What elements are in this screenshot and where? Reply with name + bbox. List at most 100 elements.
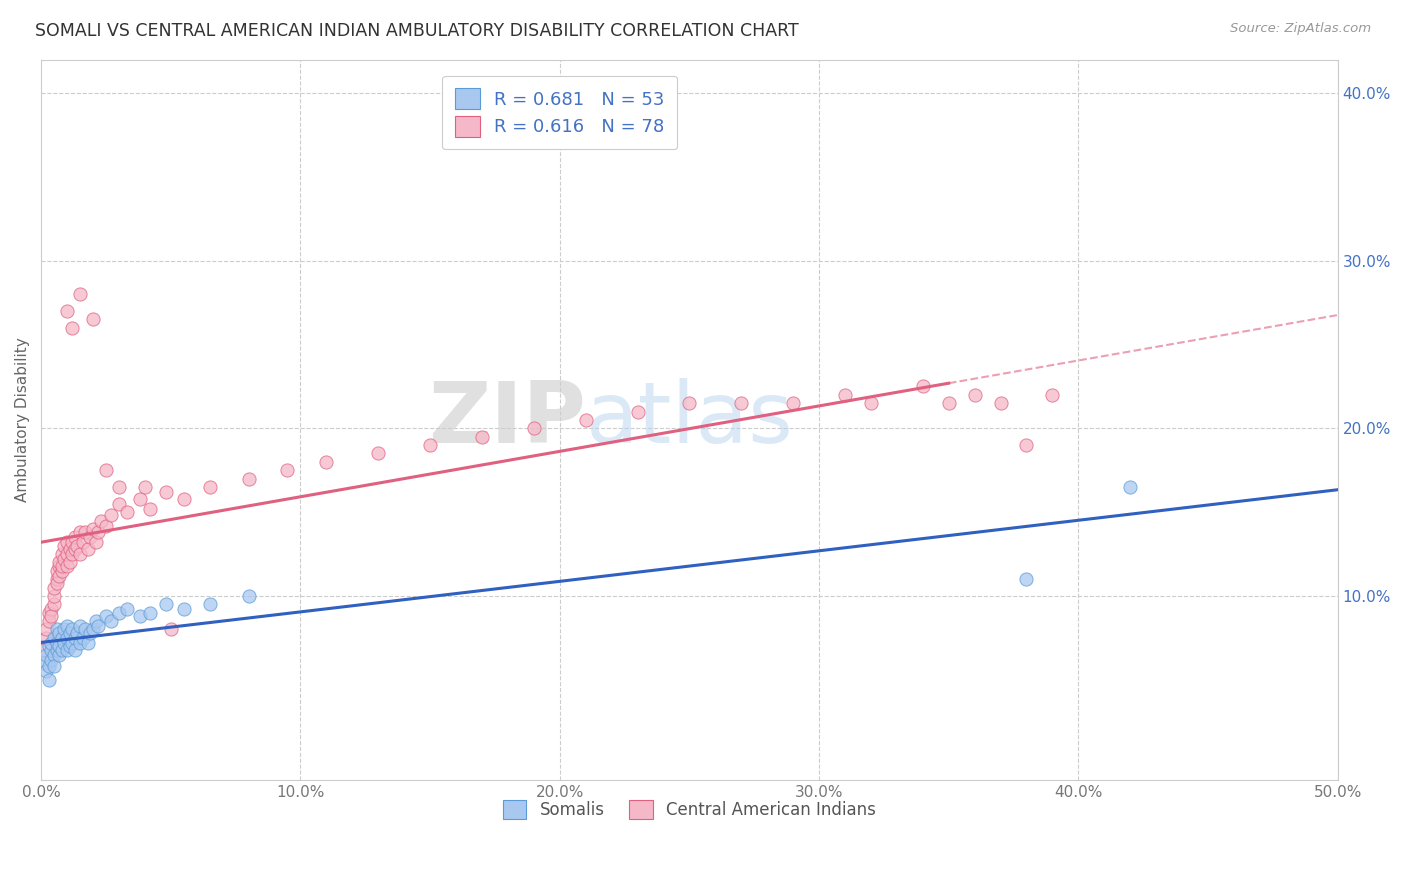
Point bbox=[782, 396, 804, 410]
Point bbox=[41, 652, 63, 666]
Point bbox=[730, 396, 752, 410]
Point bbox=[139, 606, 162, 620]
Point bbox=[51, 631, 73, 645]
Point bbox=[626, 404, 648, 418]
Point bbox=[79, 530, 101, 544]
Point bbox=[238, 472, 260, 486]
Point bbox=[1015, 438, 1038, 452]
Point bbox=[42, 631, 65, 645]
Point bbox=[276, 463, 298, 477]
Point bbox=[48, 569, 70, 583]
Point bbox=[75, 623, 97, 637]
Point bbox=[471, 430, 494, 444]
Point bbox=[1015, 572, 1038, 586]
Point bbox=[76, 541, 98, 556]
Point bbox=[69, 619, 91, 633]
Point bbox=[45, 636, 67, 650]
Point bbox=[173, 602, 195, 616]
Point bbox=[523, 421, 546, 435]
Point bbox=[82, 623, 104, 637]
Point bbox=[41, 636, 63, 650]
Text: SOMALI VS CENTRAL AMERICAN INDIAN AMBULATORY DISABILITY CORRELATION CHART: SOMALI VS CENTRAL AMERICAN INDIAN AMBULA… bbox=[35, 22, 799, 40]
Point bbox=[60, 623, 83, 637]
Point bbox=[38, 659, 60, 673]
Point bbox=[56, 304, 79, 318]
Point bbox=[56, 558, 79, 573]
Point bbox=[48, 648, 70, 662]
Point bbox=[45, 575, 67, 590]
Point bbox=[51, 642, 73, 657]
Point bbox=[56, 631, 79, 645]
Point bbox=[48, 625, 70, 640]
Point bbox=[115, 505, 138, 519]
Point bbox=[66, 539, 89, 553]
Point bbox=[69, 525, 91, 540]
Point bbox=[66, 625, 89, 640]
Point bbox=[94, 609, 117, 624]
Point bbox=[69, 636, 91, 650]
Text: Source: ZipAtlas.com: Source: ZipAtlas.com bbox=[1230, 22, 1371, 36]
Point bbox=[59, 639, 82, 653]
Point bbox=[69, 287, 91, 301]
Point bbox=[32, 642, 55, 657]
Point bbox=[678, 396, 700, 410]
Point bbox=[198, 480, 221, 494]
Point bbox=[315, 455, 337, 469]
Point bbox=[108, 497, 131, 511]
Point bbox=[51, 564, 73, 578]
Point bbox=[35, 648, 58, 662]
Point bbox=[42, 581, 65, 595]
Point bbox=[87, 525, 110, 540]
Point bbox=[63, 530, 86, 544]
Point bbox=[32, 656, 55, 670]
Point bbox=[59, 556, 82, 570]
Point bbox=[45, 623, 67, 637]
Point bbox=[367, 446, 389, 460]
Point bbox=[100, 614, 122, 628]
Point bbox=[56, 642, 79, 657]
Point bbox=[53, 636, 76, 650]
Point bbox=[60, 547, 83, 561]
Point bbox=[84, 535, 107, 549]
Point bbox=[76, 636, 98, 650]
Point bbox=[911, 379, 934, 393]
Point bbox=[45, 642, 67, 657]
Point bbox=[42, 597, 65, 611]
Point bbox=[72, 631, 94, 645]
Point bbox=[128, 491, 150, 506]
Point bbox=[56, 535, 79, 549]
Point bbox=[238, 589, 260, 603]
Point bbox=[53, 623, 76, 637]
Point bbox=[35, 631, 58, 645]
Point bbox=[45, 572, 67, 586]
Point bbox=[35, 623, 58, 637]
Point bbox=[59, 541, 82, 556]
Point bbox=[963, 388, 986, 402]
Point bbox=[1119, 480, 1142, 494]
Point bbox=[79, 625, 101, 640]
Point bbox=[38, 606, 60, 620]
Point bbox=[72, 535, 94, 549]
Point bbox=[155, 485, 177, 500]
Point bbox=[128, 609, 150, 624]
Point bbox=[63, 642, 86, 657]
Point bbox=[108, 480, 131, 494]
Point bbox=[41, 609, 63, 624]
Point bbox=[938, 396, 960, 410]
Point bbox=[56, 547, 79, 561]
Point bbox=[155, 597, 177, 611]
Point bbox=[63, 631, 86, 645]
Point bbox=[75, 525, 97, 540]
Point bbox=[56, 619, 79, 633]
Point bbox=[41, 602, 63, 616]
Point bbox=[48, 639, 70, 653]
Point bbox=[173, 491, 195, 506]
Point bbox=[834, 388, 856, 402]
Point bbox=[419, 438, 441, 452]
Point bbox=[42, 659, 65, 673]
Point bbox=[45, 564, 67, 578]
Point bbox=[41, 642, 63, 657]
Point bbox=[53, 552, 76, 566]
Point bbox=[859, 396, 882, 410]
Point bbox=[159, 623, 181, 637]
